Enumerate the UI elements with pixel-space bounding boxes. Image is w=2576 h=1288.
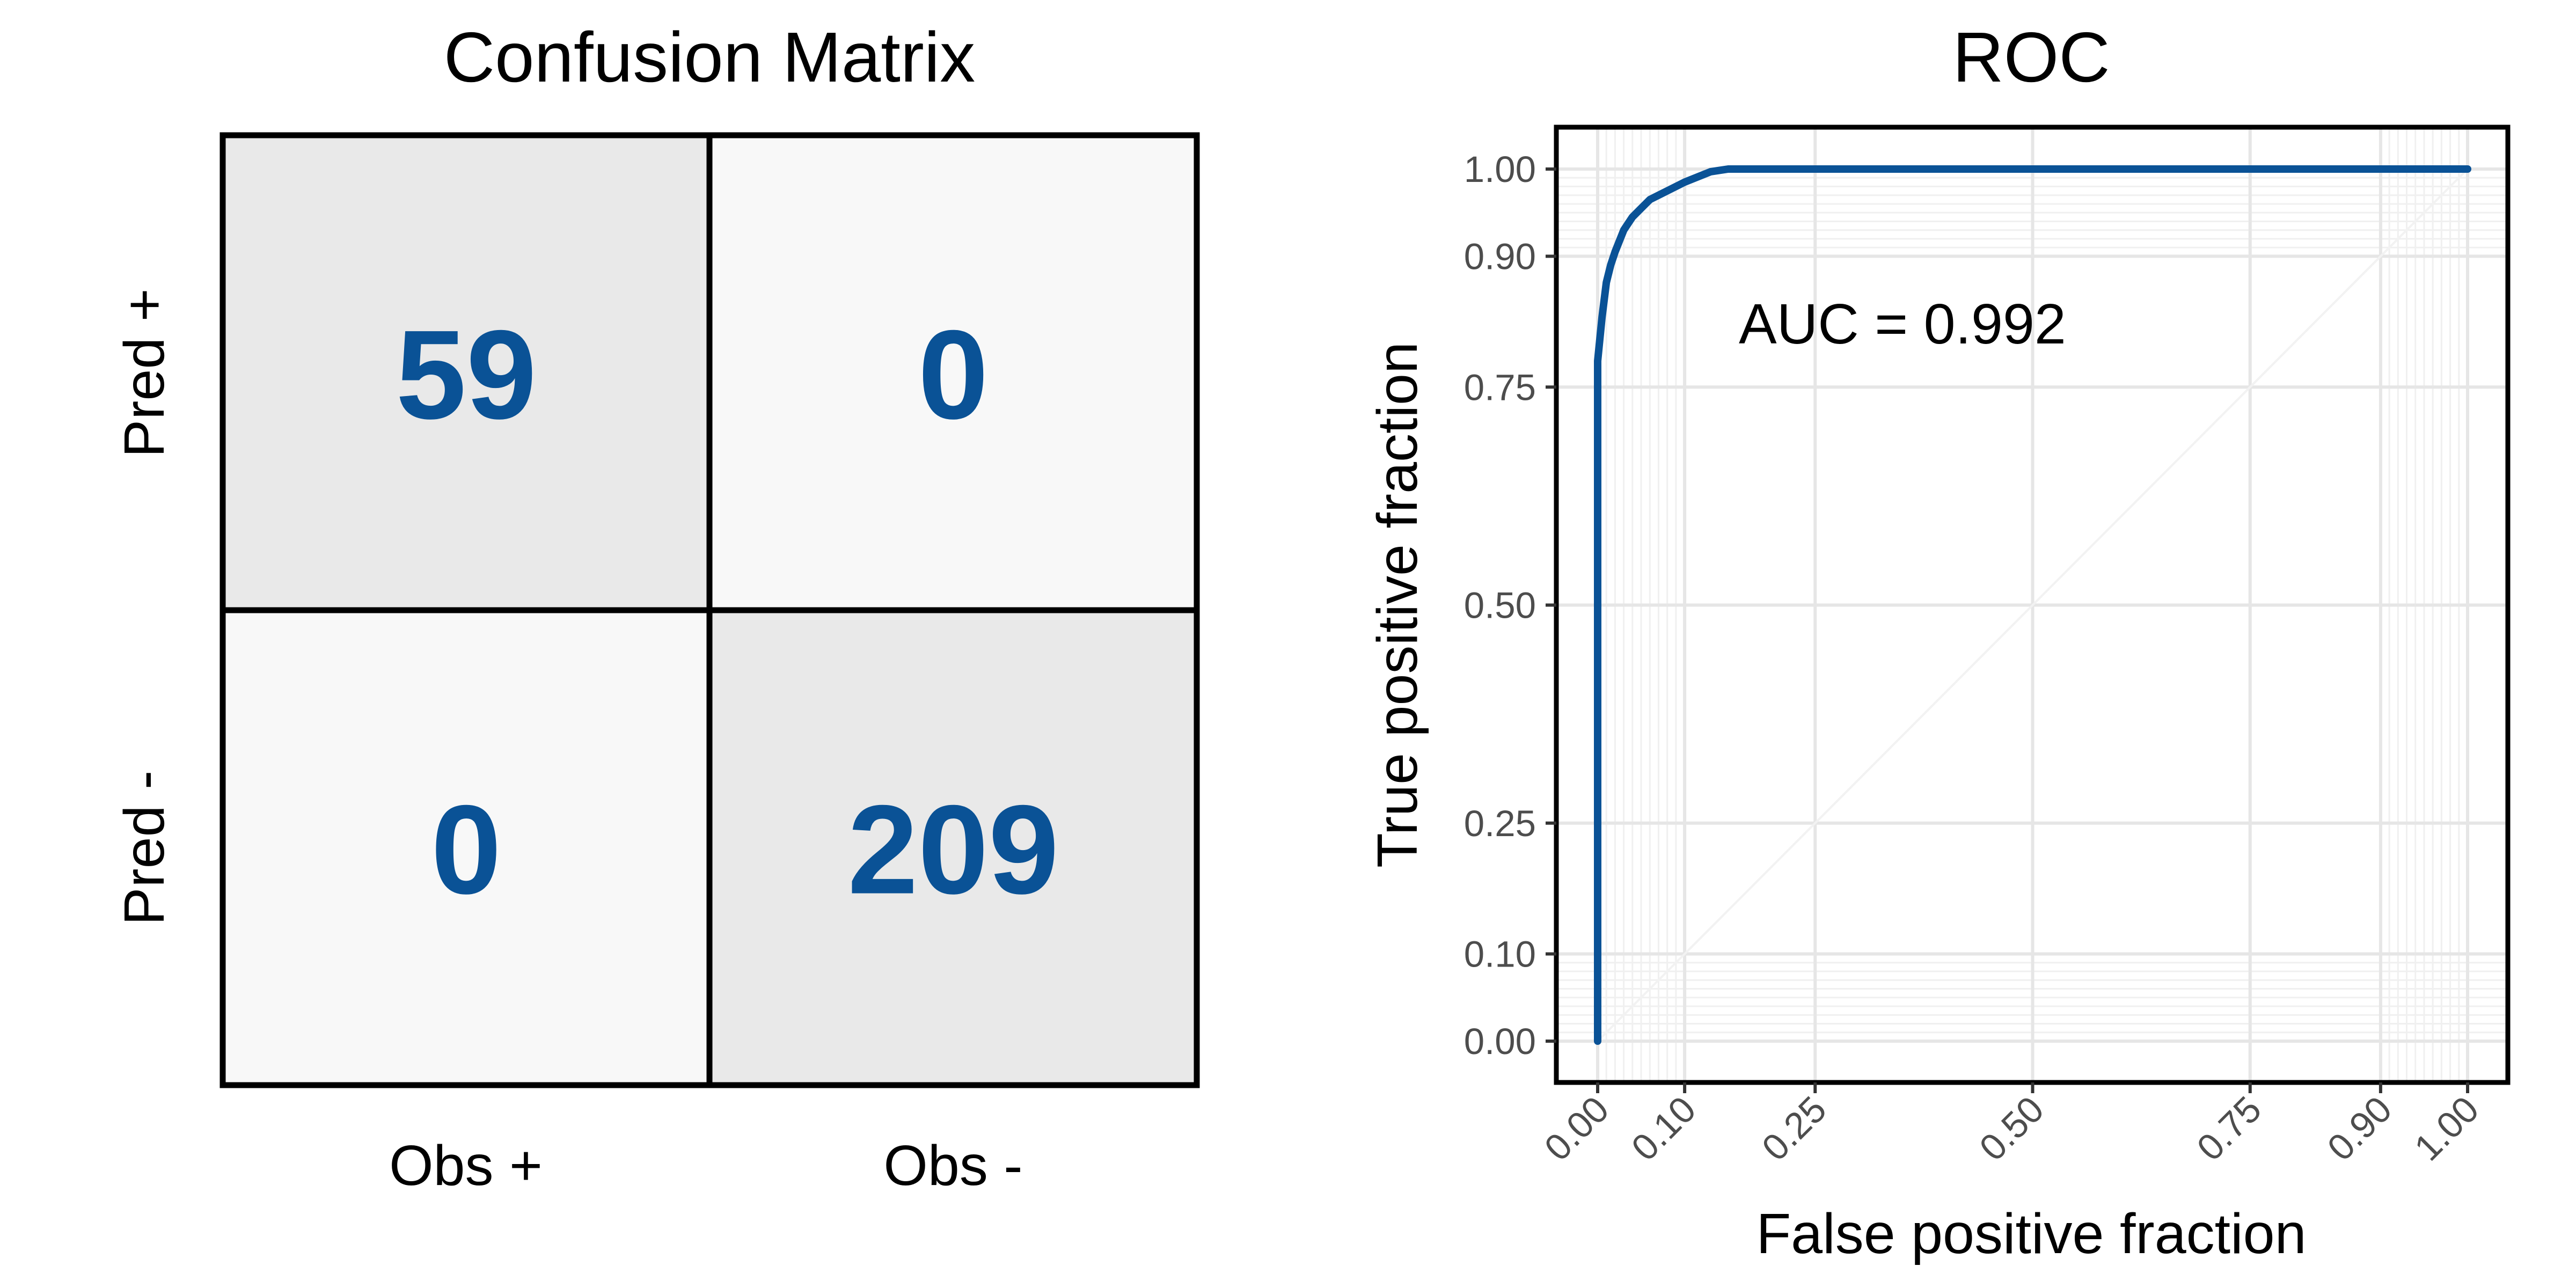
x-axis-title: False positive fraction bbox=[1756, 1202, 2306, 1265]
y-axis-tick-label: 1.00 bbox=[1464, 149, 1536, 190]
cm-cell-1-0 bbox=[223, 610, 710, 1085]
x-axis-tick-label: 0.25 bbox=[1754, 1088, 1834, 1168]
y-axis-tick-label: 0.50 bbox=[1464, 585, 1536, 626]
roc-curve-layer bbox=[1594, 165, 2471, 1045]
y-axis-tick-label: 0.90 bbox=[1464, 236, 1536, 277]
roc-curve-line bbox=[1594, 165, 2471, 1045]
cm-cell-value-1-0: 0 bbox=[431, 779, 501, 921]
roc-chance-diagonal bbox=[1597, 168, 2469, 1042]
x-axis-tick-label: 0.50 bbox=[1972, 1088, 2052, 1168]
confusion-matrix-panel: Confusion Matrix 59 0 0 209 Pred + Pred - O… bbox=[113, 18, 1200, 1197]
y-axis-title: True positive fraction bbox=[1366, 342, 1429, 868]
col-label-obs-negative: Obs - bbox=[883, 1134, 1022, 1197]
auc-annotation: AUC = 0.992 bbox=[1739, 292, 2066, 356]
col-label-obs-positive: Obs + bbox=[389, 1134, 543, 1197]
confusion-matrix-title: Confusion Matrix bbox=[444, 18, 975, 97]
y-axis-tick-label: 0.00 bbox=[1464, 1021, 1536, 1062]
roc-grid bbox=[1556, 127, 2508, 1082]
x-axis-tick-label: 0.00 bbox=[1536, 1088, 1616, 1168]
y-axis-tick-label: 0.10 bbox=[1464, 934, 1536, 975]
cm-cell-1-1 bbox=[709, 610, 1197, 1085]
cm-cell-value-1-1: 209 bbox=[847, 779, 1059, 921]
row-label-pred-positive: Pred + bbox=[113, 288, 176, 457]
confusion-matrix-cells: 59 0 0 209 bbox=[223, 135, 1197, 1085]
cm-cell-value-0-1: 0 bbox=[918, 304, 989, 446]
cm-cell-0-1 bbox=[709, 135, 1197, 610]
x-axis-tick-label: 0.75 bbox=[2189, 1088, 2269, 1168]
cm-cell-0-0 bbox=[223, 135, 710, 610]
row-label-pred-negative: Pred - bbox=[113, 771, 176, 926]
y-axis-tick-label: 0.25 bbox=[1464, 803, 1536, 844]
x-axis-tick-label: 1.00 bbox=[2406, 1088, 2486, 1168]
x-axis-tick-label: 0.10 bbox=[1623, 1088, 1703, 1168]
x-axis-tick-label: 0.90 bbox=[2319, 1088, 2399, 1168]
cm-cell-value-0-0: 59 bbox=[396, 304, 537, 446]
roc-title: ROC bbox=[1952, 18, 2110, 97]
y-axis-tick-label: 0.75 bbox=[1464, 367, 1536, 408]
roc-panel: ROC 0.000.100.250.500.750.901.000.00 0.10… bbox=[1366, 18, 2511, 1265]
